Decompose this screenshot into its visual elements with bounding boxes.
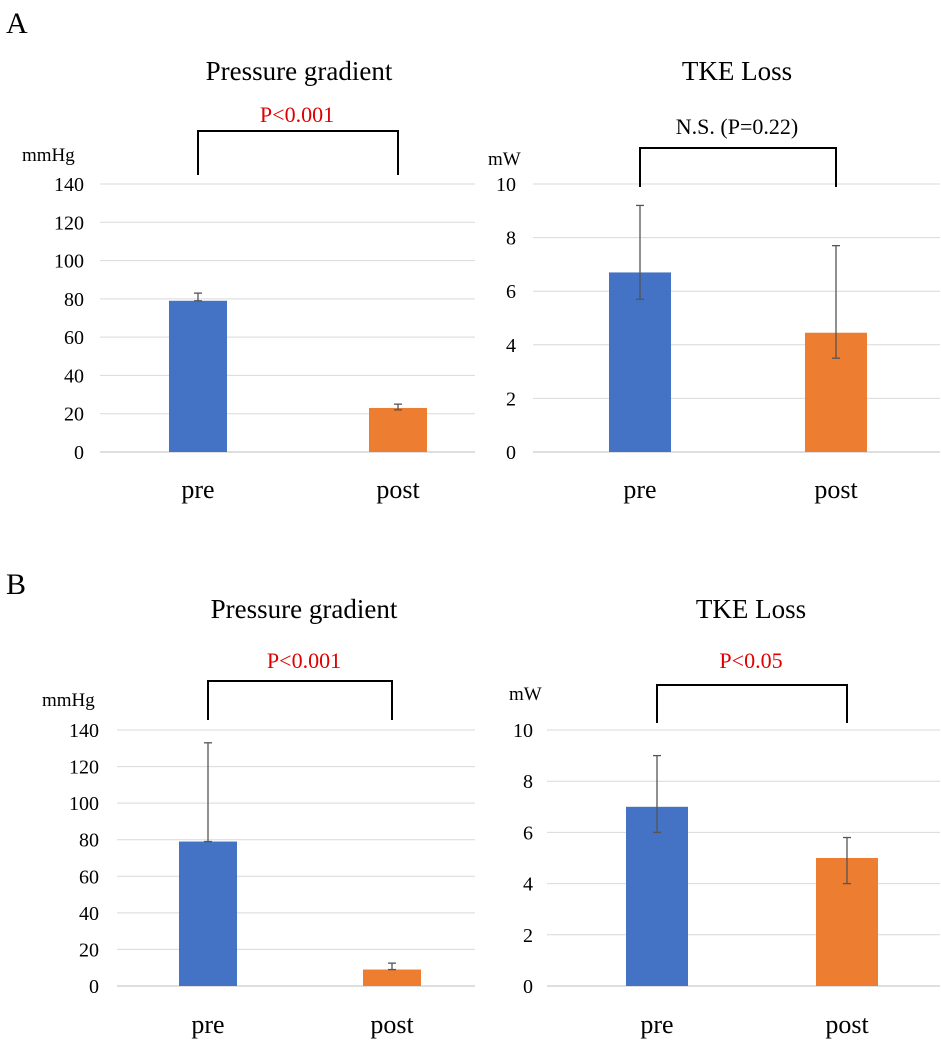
panel-label-a: A <box>6 7 28 40</box>
bar-post <box>369 407 427 452</box>
category-label: post <box>376 475 420 504</box>
significance-bracket <box>207 680 393 720</box>
y-tick-label: 140 <box>54 174 84 196</box>
y-tick-label: 10 <box>513 720 533 742</box>
y-tick-label: 8 <box>506 228 516 250</box>
y-tick-label: 2 <box>523 925 533 947</box>
significance-label: P<0.05 <box>719 648 782 673</box>
significance-label: N.S. (P=0.22) <box>676 114 798 139</box>
y-axis-unit: mW <box>488 149 521 170</box>
y-tick-label: 4 <box>523 874 533 896</box>
y-tick-label: 8 <box>523 771 533 793</box>
y-tick-label: 80 <box>64 289 84 311</box>
chart-title: Pressure gradient <box>206 56 393 86</box>
category-label: post <box>370 1010 414 1039</box>
y-tick-label: 40 <box>79 903 99 925</box>
y-tick-label: 80 <box>79 830 99 852</box>
y-tick-label: 6 <box>523 822 533 844</box>
category-label: post <box>825 1010 869 1039</box>
chart-title: TKE Loss <box>682 56 792 86</box>
category-label: pre <box>640 1010 673 1039</box>
y-tick-label: 0 <box>506 442 516 464</box>
chart-title: Pressure gradient <box>211 594 398 624</box>
category-label: pre <box>191 1010 224 1039</box>
significance-bracket <box>197 130 399 175</box>
chart-a-tke-loss: TKE Loss mW N.S. (P=0.22) 0 2 4 6 8 10 pre post <box>488 56 940 504</box>
y-tick-label: 120 <box>69 757 99 779</box>
y-tick-label: 60 <box>79 866 99 888</box>
y-tick-label: 100 <box>69 793 99 815</box>
chart-title: TKE Loss <box>696 594 806 624</box>
significance-bracket <box>639 147 837 187</box>
y-tick-label: 60 <box>64 327 84 349</box>
y-tick-label: 4 <box>506 335 516 357</box>
y-axis-unit: mW <box>509 684 542 705</box>
chart-a-pressure-gradient: Pressure gradient mmHg P<0.001 0 20 40 60 80… <box>22 56 475 504</box>
significance-bracket <box>656 684 848 723</box>
y-tick-label: 2 <box>506 388 516 410</box>
y-tick-label: 120 <box>54 212 84 234</box>
y-tick-label: 0 <box>523 976 533 998</box>
y-tick-label: 40 <box>64 365 84 387</box>
category-label: post <box>814 475 858 504</box>
bar-pre <box>626 806 688 986</box>
category-label: pre <box>181 475 214 504</box>
panel-label-b: B <box>6 568 26 601</box>
y-tick-label: 100 <box>54 251 84 273</box>
y-tick-label: 0 <box>89 976 99 998</box>
bar-pre <box>609 272 671 452</box>
chart-b-tke-loss: TKE Loss mW P<0.05 0 2 4 6 8 10 pre post <box>509 594 940 1039</box>
y-tick-label: 20 <box>64 404 84 426</box>
bar-pre <box>179 841 237 986</box>
bar-post <box>363 969 421 986</box>
y-tick-label: 6 <box>506 281 516 303</box>
bar-pre <box>169 300 227 452</box>
y-axis-unit: mmHg <box>42 690 95 711</box>
category-label: pre <box>623 475 656 504</box>
y-tick-label: 140 <box>69 720 99 742</box>
y-tick-label: 0 <box>74 442 84 464</box>
significance-label: P<0.001 <box>260 102 334 127</box>
chart-b-pressure-gradient: Pressure gradient mmHg P<0.001 0 20 40 60 80… <box>42 594 475 1039</box>
y-axis-unit: mmHg <box>22 145 75 166</box>
y-tick-label: 20 <box>79 939 99 961</box>
y-tick-label: 10 <box>496 174 516 196</box>
significance-label: P<0.001 <box>267 648 341 673</box>
